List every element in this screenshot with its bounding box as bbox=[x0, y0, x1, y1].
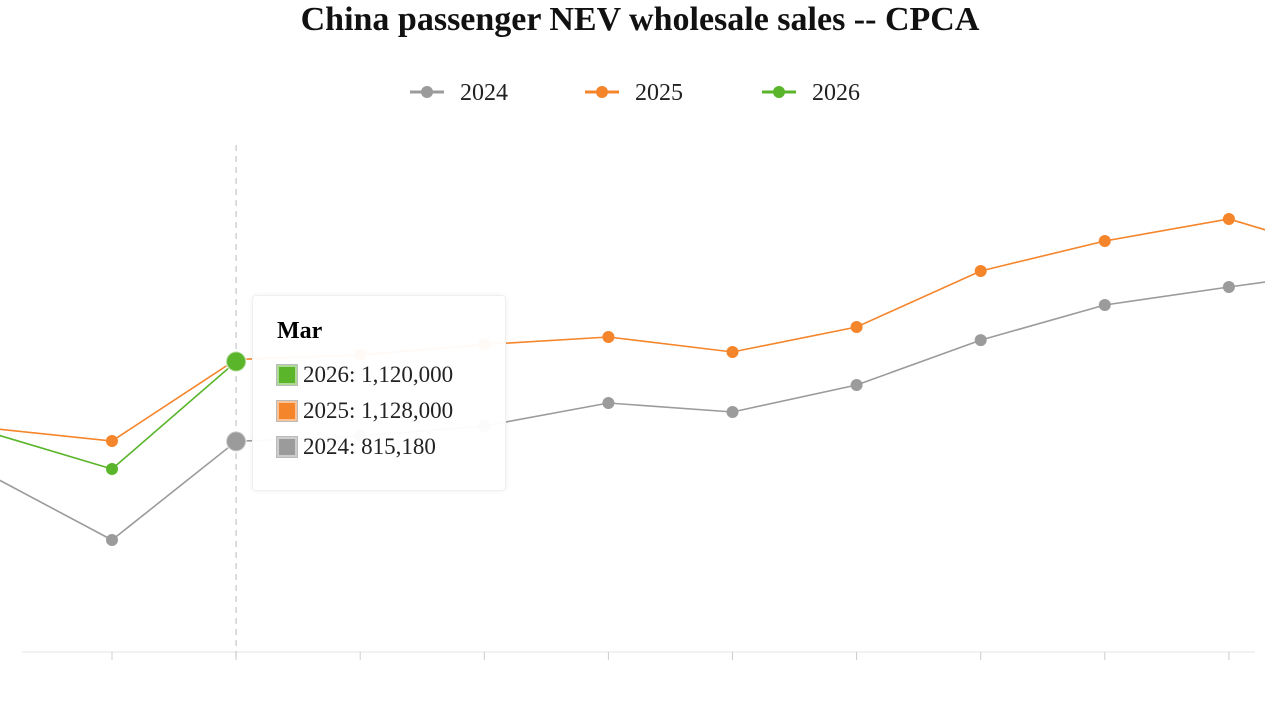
point bbox=[850, 320, 863, 333]
point bbox=[1222, 280, 1235, 293]
tooltip-title: Mar bbox=[277, 318, 323, 344]
point bbox=[974, 334, 987, 347]
legend-marker bbox=[421, 86, 433, 98]
point bbox=[106, 533, 118, 546]
legend-label: 2026 bbox=[812, 80, 860, 106]
point bbox=[850, 378, 863, 391]
tooltip: Mar 20261,120,00020251,128,0002024815,18… bbox=[252, 295, 506, 491]
series-line bbox=[0, 281, 1265, 541]
legend-label: 2025 bbox=[635, 80, 683, 106]
plot-area bbox=[0, 213, 1265, 546]
point bbox=[602, 330, 615, 343]
tooltip-swatch bbox=[276, 436, 298, 458]
legend: 2024 2025 2026 bbox=[410, 80, 860, 106]
tooltip-value: 1,120,000 bbox=[361, 362, 454, 387]
point bbox=[1098, 235, 1111, 248]
chart-title: China passenger NEV wholesale sales -- C… bbox=[301, 1, 980, 38]
tooltip-swatch bbox=[276, 364, 298, 386]
tooltip-value: 1,128,000 bbox=[361, 398, 454, 423]
tooltip-series-name: 2025 bbox=[303, 398, 361, 424]
series-line bbox=[0, 218, 1265, 442]
point bbox=[106, 434, 118, 447]
point bbox=[1098, 298, 1111, 311]
legend-marker bbox=[596, 86, 608, 98]
point bbox=[106, 462, 118, 475]
legend-marker bbox=[773, 86, 785, 98]
point bbox=[1222, 213, 1235, 226]
tooltip-series-name: 2026 bbox=[303, 362, 361, 388]
point bbox=[225, 350, 248, 373]
legend-label: 2024 bbox=[460, 80, 508, 106]
tooltip-row: 20251,128,000 bbox=[276, 393, 505, 429]
tooltip-row: 20261,120,000 bbox=[276, 357, 505, 393]
tooltip-value: 815,180 bbox=[361, 434, 436, 459]
tooltip-row: 2024815,180 bbox=[276, 429, 505, 465]
point bbox=[974, 264, 987, 277]
point bbox=[225, 430, 248, 453]
point bbox=[602, 396, 615, 409]
tooltip-swatch bbox=[276, 400, 298, 422]
point bbox=[726, 405, 739, 418]
tooltip-series-name: 2024 bbox=[303, 434, 361, 460]
point bbox=[726, 345, 739, 358]
series-line bbox=[0, 360, 237, 470]
